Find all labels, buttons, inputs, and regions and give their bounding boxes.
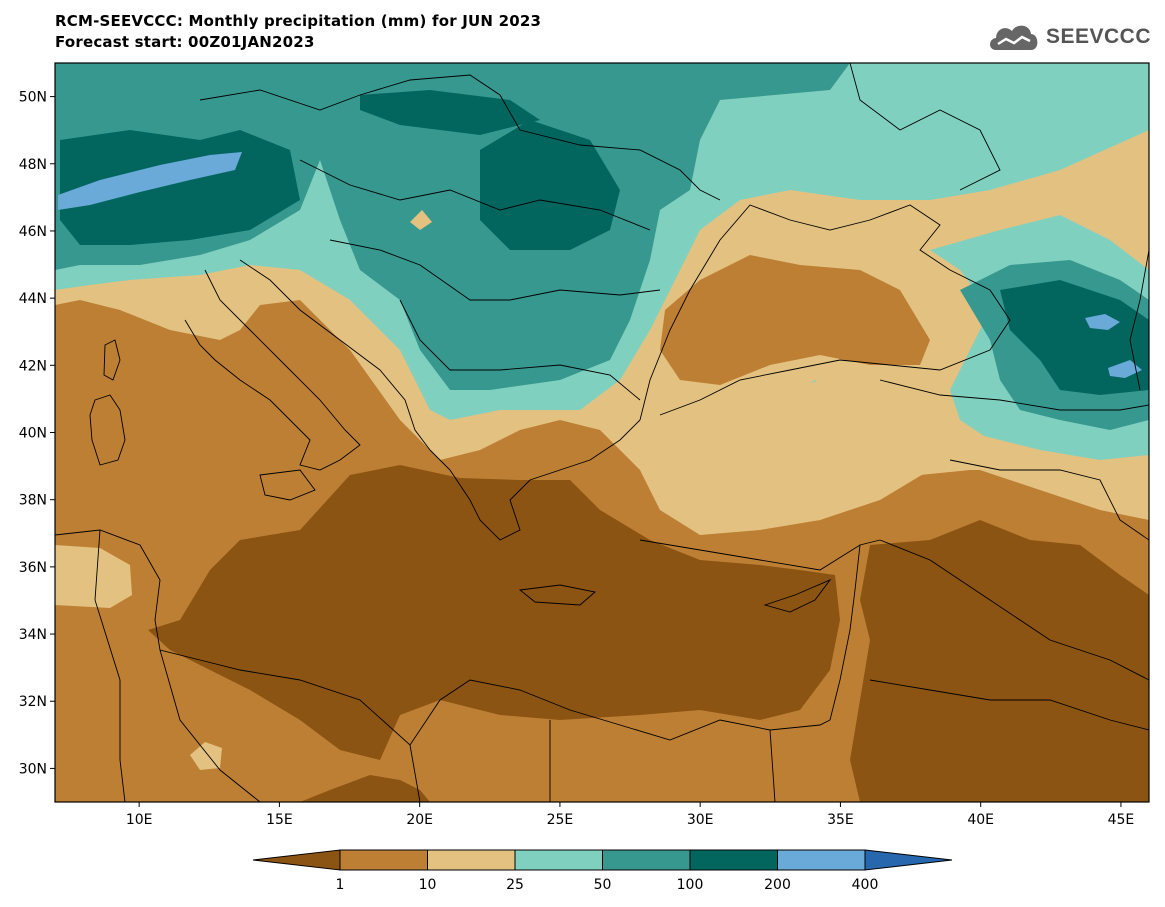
coastline-cyprus <box>763 578 832 613</box>
cloud-icon <box>989 25 1038 50</box>
lat-tick-label: 32N <box>19 694 47 710</box>
lat-tick-label: 34N <box>19 627 47 643</box>
coastline-blacksea <box>639 204 1011 421</box>
precip-zone-10-25-patch-hungary <box>410 210 432 230</box>
border-misc-4 <box>399 299 641 401</box>
colorbar-label: 400 <box>852 877 879 893</box>
border-misc-5 <box>849 63 1001 191</box>
precip-zone-100-200-alps <box>60 130 300 245</box>
lat-tick-label: 30N <box>19 761 47 777</box>
coastline-greece <box>429 419 641 541</box>
border-misc-6 <box>879 379 1149 411</box>
longitude-axis: 10E 15E 20E 25E 30E 35E 40E 45E <box>126 802 1134 828</box>
border-misc-11 <box>409 744 421 802</box>
boundaries <box>55 63 1149 802</box>
coastline-adriatic-east <box>239 259 431 451</box>
colorbar-segment-min <box>252 849 341 871</box>
coastline-corsica <box>103 339 121 381</box>
colorbar-label: 1 <box>336 877 345 893</box>
coastline-turkey-south <box>639 539 881 571</box>
lon-tick-label: 25E <box>547 812 574 828</box>
coastline-caspian <box>1129 249 1149 391</box>
coastline-sicily <box>259 469 316 501</box>
border-misc-7 <box>949 459 1149 541</box>
colorbar-segment-max <box>864 849 953 871</box>
precip-zone-below-1-east <box>850 520 1149 802</box>
logo-text: SEEVCCC <box>1045 25 1151 48</box>
colorbar-label: 25 <box>506 877 524 893</box>
precip-zone-10-25-patch-algeria <box>55 545 132 608</box>
border-misc-2 <box>299 159 651 231</box>
border-misc-3 <box>329 239 661 301</box>
colorbar-segment <box>427 849 516 871</box>
lon-tick-label: 15E <box>266 812 293 828</box>
colorbar-segment <box>514 849 603 871</box>
precip-zone-100-200-north <box>360 90 540 135</box>
precip-zone-1-10-blacksea <box>660 255 930 385</box>
precip-zone-10-25-anatolia <box>660 380 1149 530</box>
lat-tick-label: 46N <box>19 224 47 240</box>
lat-tick-label: 44N <box>19 291 47 307</box>
precip-zone-below-1-south <box>300 775 430 802</box>
precip-zone-200-400-caucasus-1 <box>1085 314 1120 330</box>
lon-tick-label: 30E <box>687 812 714 828</box>
lon-tick-label: 35E <box>827 812 854 828</box>
colorbar-segment <box>689 849 778 871</box>
coastline-crete <box>518 584 596 606</box>
colorbar-label: 200 <box>764 877 791 893</box>
colorbar-label: 10 <box>419 877 437 893</box>
border-misc-14 <box>869 679 1149 731</box>
seevccc-logo: SEEVCCC <box>986 20 1151 54</box>
lon-tick-label: 40E <box>967 812 994 828</box>
border-misc-12 <box>159 649 261 802</box>
lon-tick-label: 45E <box>1108 812 1135 828</box>
lat-tick-label: 40N <box>19 426 47 442</box>
lat-tick-label: 38N <box>19 493 47 509</box>
precip-zone-100-200-central <box>480 120 620 250</box>
colorbar-segment <box>602 849 691 871</box>
border-misc-8 <box>879 539 1149 681</box>
colorbar-label: 100 <box>677 877 704 893</box>
lat-tick-label: 36N <box>19 560 47 576</box>
precip-zone-100-200-caucasus <box>1000 280 1149 395</box>
lat-tick-label: 50N <box>19 90 47 106</box>
coastline-levant <box>829 544 861 721</box>
border-misc-1 <box>199 74 721 201</box>
coastline-sardinia <box>89 394 126 466</box>
precip-zone-200-400-alps <box>58 152 242 210</box>
forecast-start: Forecast start: 00Z01JAN2023 <box>55 33 315 51</box>
lat-tick-label: 42N <box>19 358 47 374</box>
map-area <box>55 63 1149 802</box>
border-misc-10 <box>769 729 776 802</box>
map-title: RCM-SEEVCCC: Monthly precipitation (mm) … <box>55 12 542 30</box>
lat-tick-label: 48N <box>19 157 47 173</box>
border-misc-13 <box>94 529 126 802</box>
lon-tick-label: 20E <box>406 812 433 828</box>
coastline-italy <box>184 269 361 471</box>
colorbar-segment <box>339 849 428 871</box>
lon-tick-label: 10E <box>126 812 153 828</box>
precip-zone-below-1-central <box>148 465 840 760</box>
colorbar-segment <box>777 849 866 871</box>
colorbar-label: 50 <box>594 877 612 893</box>
latitude-axis: 50N 48N 46N 44N 42N 40N 38N 36N 34N 32N 30N <box>19 90 55 777</box>
precip-zone-200-400-caucasus-2 <box>1108 360 1142 378</box>
colorbar: 1 10 25 50 100 200 400 <box>252 849 953 893</box>
